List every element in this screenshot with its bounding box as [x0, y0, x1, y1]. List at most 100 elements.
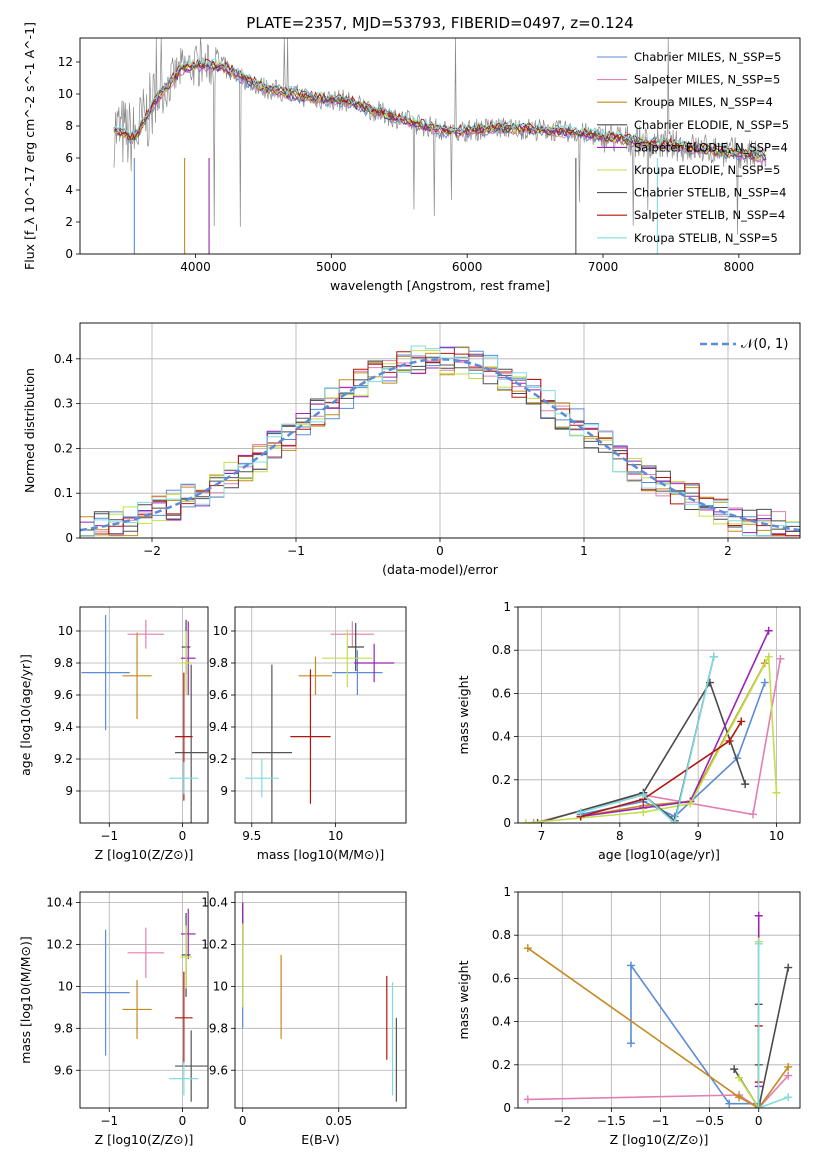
mass-vs-ebv-panel: 0 0.05 9.6 9.8 10 10.2 10.4 E(B-V) [201, 891, 407, 1147]
plot-area [242, 902, 397, 1102]
x-tick-label: 10 [769, 829, 784, 843]
y-tick-label: 0.8 [492, 643, 511, 657]
x-tick-label: −1 [652, 1114, 670, 1128]
residuals-panel: −2 −1 0 1 2 0 0.1 0.2 0.3 0.4 (data-model)/error No… [22, 322, 801, 577]
x-tick-label: −1.5 [597, 1114, 626, 1128]
legend-label: Kroupa STELIB, N_SSP=5 [634, 231, 778, 245]
axes-frame [79, 37, 801, 255]
x-tick-label: −0.5 [695, 1114, 724, 1128]
mass-weight-line [757, 943, 789, 1108]
mass-weight-marker [521, 819, 530, 823]
mass-weight-marker [529, 819, 538, 823]
legend-label: Kroupa MILES, N_SSP=4 [634, 95, 773, 109]
x-tick-label: −1 [100, 829, 118, 843]
y-tick-label: 0.4 [492, 730, 511, 744]
residual-histogram-line [80, 345, 800, 537]
x-axis-label: (data-model)/error [382, 562, 499, 577]
mass-vs-Z-panel: −1 0 9.6 9.8 10 10.2 10.4 Z [log10(Z/Z⊙)] mass [… [18, 891, 209, 1147]
mass-weight-marker [784, 1071, 793, 1080]
x-tick-label: 9 [694, 829, 702, 843]
y-tick-label: 9.2 [209, 752, 228, 766]
x-tick-label: 0.05 [325, 1114, 352, 1128]
mass-weight-marker [709, 652, 718, 661]
mass-weight-marker [754, 939, 763, 948]
axes-frame [79, 322, 801, 539]
y-tick-label: 10.2 [46, 937, 73, 951]
x-tick-label: 8000 [724, 260, 755, 274]
x-tick-label: 0 [239, 1114, 247, 1128]
mass-weight-marker [735, 1073, 744, 1082]
mass-weight-marker [639, 808, 648, 817]
y-tick-label: 9 [65, 784, 73, 798]
y-tick-label: 4 [65, 183, 73, 197]
y-tick-label: 10 [213, 979, 228, 993]
mass-weight-vs-age-panel: 7 8 9 10 0 0.2 0.4 0.6 0.8 1 age [log10(age/yr)] ma… [456, 600, 801, 862]
x-axis-label: E(B-V) [301, 1132, 340, 1147]
y-tick-label: 0.4 [492, 1015, 511, 1029]
y-axis-label: mass weight [456, 675, 471, 754]
figure-title: PLATE=2357, MJD=53793, FIBERID=0497, z=0… [246, 14, 633, 32]
y-tick-label: 0.2 [492, 773, 511, 787]
y-tick-label: 10.2 [201, 937, 228, 951]
y-tick-label: 9.6 [54, 1063, 73, 1077]
mass-weight-marker [670, 819, 679, 823]
mass-weight-line [527, 947, 789, 1108]
x-tick-label: 1 [580, 544, 588, 558]
y-tick-label: 9.8 [54, 656, 73, 670]
mass-weight-line [525, 653, 778, 823]
y-tick-label: 1 [503, 885, 511, 899]
mass-weight-line [527, 1075, 789, 1108]
y-tick-label: 9 [220, 784, 228, 798]
mass-weight-line [580, 721, 742, 818]
axes-frame [234, 606, 407, 824]
y-tick-label: 6 [65, 151, 73, 165]
y-tick-label: 10 [58, 979, 73, 993]
legend-label: Salpeter ELODIE, N_SSP=4 [634, 140, 788, 154]
legend-label: Chabrier ELODIE, N_SSP=5 [634, 118, 789, 132]
legend-label: Kroupa ELODIE, N_SSP=5 [634, 163, 780, 177]
y-tick-label: 0.6 [492, 686, 511, 700]
mass-weight-marker [737, 717, 746, 726]
mass-weight-marker [730, 1065, 739, 1074]
y-axis-label: Normed distribution [22, 368, 37, 493]
y-tick-label: 0 [65, 247, 73, 261]
legend-label: Salpeter STELIB, N_SSP=4 [634, 208, 785, 222]
normal-reference-label: 𝒩(0, 1) [741, 337, 788, 352]
mass-weight-vs-Z-panel: −2 −1.5 −1 −0.5 0 0 0.2 0.4 0.6 0.8 1 Z [log10(Z/Z⊙… [456, 885, 801, 1147]
y-tick-label: 0 [65, 531, 73, 545]
x-tick-label: 6000 [452, 260, 483, 274]
mass-weight-marker [735, 1093, 744, 1102]
y-axis-label: age [log10(age/yr)] [18, 654, 33, 776]
y-tick-label: 0.2 [54, 441, 73, 455]
legend-label: Chabrier STELIB, N_SSP=4 [634, 186, 786, 200]
mass-weight-line [580, 656, 715, 823]
legend-label: Chabrier MILES, N_SSP=5 [634, 50, 781, 64]
mass-weight-marker [776, 654, 785, 663]
y-tick-label: 0.2 [492, 1058, 511, 1072]
mass-weight-marker [754, 911, 763, 920]
age-vs-mass-panel: 9.5 10 9 9.2 9.4 9.6 9.8 10 mass [log10(M/M⊙)] [209, 606, 407, 862]
mass-weight-marker [523, 944, 532, 953]
axes-frame [79, 891, 209, 1109]
mass-weight-marker [741, 780, 750, 789]
y-tick-label: 9.6 [54, 688, 73, 702]
y-tick-label: 0.8 [492, 928, 511, 942]
x-axis-label: age [log10(age/yr)] [598, 847, 720, 862]
plot-area [521, 626, 785, 823]
y-axis-label: mass weight [456, 960, 471, 1039]
y-axis-label: mass [log10(M/M⊙)] [18, 936, 33, 1064]
spectrum-panel: 4000 5000 6000 7000 8000 0 2 4 6 8 10 12 wavelength … [22, 22, 801, 293]
x-tick-label: 0 [179, 829, 187, 843]
x-tick-label: −1 [287, 544, 305, 558]
plot-area [523, 911, 793, 1108]
x-tick-label: 10 [328, 829, 343, 843]
x-tick-label: −2 [553, 1114, 571, 1128]
y-tick-label: 9.6 [209, 1063, 228, 1077]
y-tick-label: 2 [65, 215, 73, 229]
age-vs-Z-panel: −1 0 9 9.2 9.4 9.6 9.8 10 Z [log10(Z/Z⊙)] age [lo… [18, 606, 209, 862]
mass-weight-marker [749, 810, 757, 819]
plot-area [80, 345, 800, 537]
x-axis-label: Z [log10(Z/Z⊙)] [95, 1132, 194, 1147]
y-tick-label: 12 [58, 55, 73, 69]
